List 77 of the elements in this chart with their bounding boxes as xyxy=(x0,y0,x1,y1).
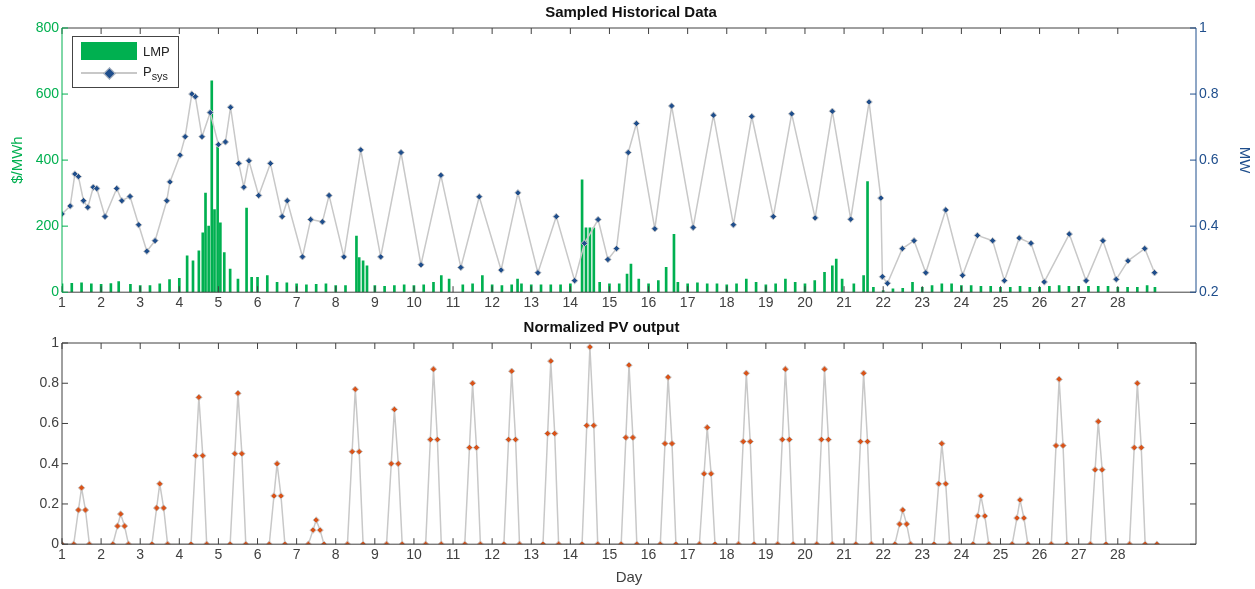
x-tick-label: 6 xyxy=(253,546,262,563)
x-tick-label: 7 xyxy=(292,294,301,311)
x-tick-label: 23 xyxy=(914,546,931,563)
y-tick-label: 0 xyxy=(51,535,60,552)
x-tick-label: 26 xyxy=(1031,546,1048,563)
x-tick-label: 4 xyxy=(175,294,184,311)
x-tick-label: 18 xyxy=(718,294,735,311)
y-tick-label: 0.6 xyxy=(39,414,60,431)
x-tick-label: 4 xyxy=(175,546,184,563)
x-tick-label: 21 xyxy=(836,546,853,563)
x-axis-title: Day xyxy=(615,568,643,586)
x-tick-label: 21 xyxy=(836,294,853,311)
x-tick-label: 5 xyxy=(214,294,223,311)
y2-axis-title: MW xyxy=(1236,146,1254,175)
x-tick-label: 17 xyxy=(679,294,696,311)
x-tick-label: 19 xyxy=(758,546,774,563)
y-tick-label: 800 xyxy=(35,18,60,35)
x-tick-label: 25 xyxy=(992,294,1009,311)
x-tick-label: 2 xyxy=(97,294,106,311)
chart-title: Sampled Historical Data xyxy=(545,3,718,21)
x-tick-label: 9 xyxy=(370,546,379,563)
y2-tick-label: 0.8 xyxy=(1199,84,1219,101)
x-tick-label: 26 xyxy=(1031,294,1048,311)
y2-tick-label: 1 xyxy=(1199,18,1207,35)
chart-title: Normalized PV output xyxy=(523,318,680,336)
x-tick-label: 11 xyxy=(445,294,461,311)
legend-label: P$_{sys}$ xyxy=(143,64,168,82)
x-tick-label: 13 xyxy=(523,294,540,311)
y-tick-label: 0.8 xyxy=(39,374,60,391)
x-tick-label: 3 xyxy=(136,294,145,311)
legend-label: LMP xyxy=(143,43,170,59)
x-tick-label: 14 xyxy=(562,294,579,311)
x-tick-label: 16 xyxy=(640,546,657,563)
x-tick-label: 3 xyxy=(136,546,145,563)
x-tick-label: 19 xyxy=(758,294,774,311)
x-tick-label: 28 xyxy=(1110,294,1126,311)
x-tick-label: 8 xyxy=(331,294,340,311)
x-tick-label: 10 xyxy=(406,294,422,311)
x-tick-label: 25 xyxy=(992,546,1009,563)
x-tick-label: 23 xyxy=(914,294,931,311)
x-tick-label: 14 xyxy=(562,546,579,563)
x-tick-label: 10 xyxy=(406,546,422,563)
y-tick-label: 1 xyxy=(51,333,60,350)
x-tick-label: 27 xyxy=(1070,546,1087,563)
x-tick-label: 27 xyxy=(1070,294,1087,311)
x-tick-label: 5 xyxy=(214,546,223,563)
x-tick-label: 16 xyxy=(640,294,657,311)
y-tick-label: 0.2 xyxy=(39,494,60,511)
x-tick-label: 24 xyxy=(953,294,970,311)
y-axis-title: $/MWh xyxy=(8,136,26,184)
x-tick-label: 11 xyxy=(445,546,461,563)
y-tick-label: 0 xyxy=(51,283,60,300)
x-tick-label: 8 xyxy=(331,546,340,563)
x-tick-label: 2 xyxy=(97,546,106,563)
x-tick-label: 7 xyxy=(292,546,301,563)
x-tick-label: 22 xyxy=(875,546,892,563)
x-tick-label: 24 xyxy=(953,546,970,563)
x-tick-label: 12 xyxy=(484,546,501,563)
x-tick-label: 17 xyxy=(679,546,696,563)
y-tick-label: 0.4 xyxy=(39,454,60,471)
y-tick-label: 400 xyxy=(35,150,60,167)
x-tick-label: 9 xyxy=(370,294,379,311)
x-tick-label: 6 xyxy=(253,294,262,311)
y-tick-label: 200 xyxy=(35,217,60,234)
x-tick-label: 15 xyxy=(601,546,618,563)
x-tick-label: 13 xyxy=(523,546,540,563)
x-tick-label: 18 xyxy=(718,546,735,563)
y2-tick-label: 0.2 xyxy=(1199,283,1219,300)
x-tick-label: 28 xyxy=(1110,546,1126,563)
x-tick-label: 15 xyxy=(601,294,618,311)
x-tick-label: 20 xyxy=(797,546,813,563)
x-tick-label: 20 xyxy=(797,294,813,311)
y-tick-label: 600 xyxy=(35,84,60,101)
y2-tick-label: 0.4 xyxy=(1199,217,1219,234)
y2-tick-label: 0.6 xyxy=(1199,150,1219,167)
x-tick-label: 12 xyxy=(484,294,501,311)
x-tick-label: 22 xyxy=(875,294,892,311)
